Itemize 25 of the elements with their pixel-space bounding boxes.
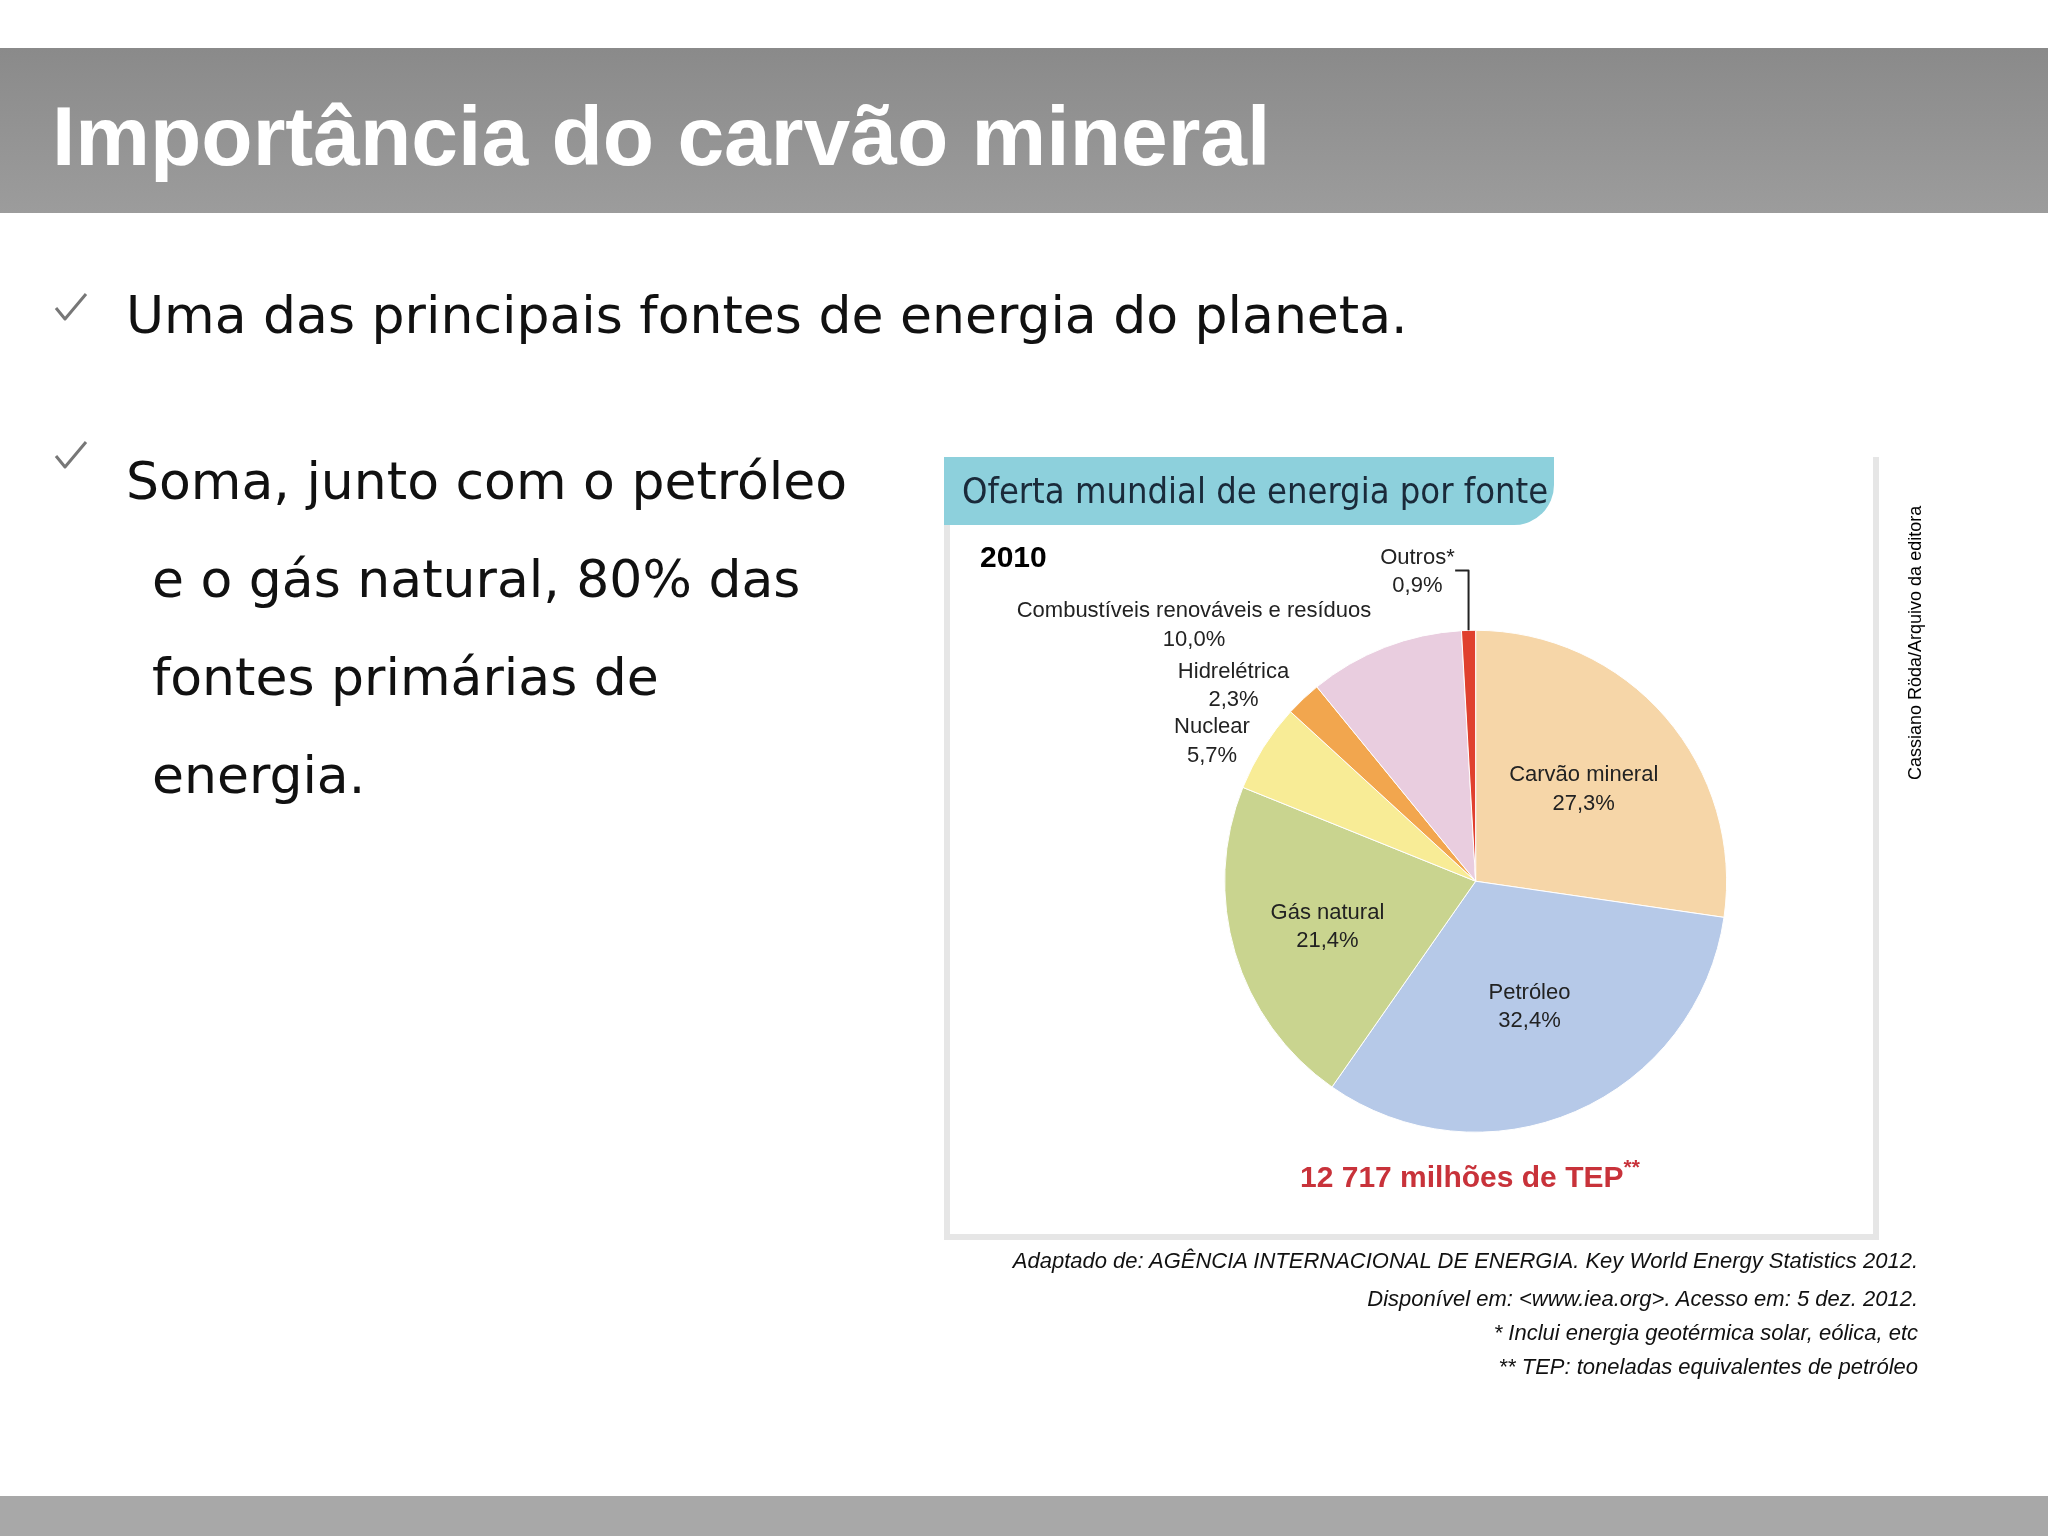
slice-label: Hidrelétrica <box>1177 657 1290 683</box>
slice-label: Combustíveis renováveis e resíduos <box>1016 597 1372 623</box>
data-label: 0,9% <box>1392 572 1443 598</box>
text: Cassiano Röda/Arquivo da editora <box>1905 505 1926 780</box>
text: Uma das principais fontes de energia do planeta. <box>126 285 1408 345</box>
text: ** TEP: toneladas equivalentes de petróleo <box>1498 1354 1918 1380</box>
data-label: 21,4% <box>1296 927 1359 953</box>
text: * Inclui energia geotérmica solar, eólica, etc <box>1493 1320 1918 1346</box>
slice-label: Nuclear <box>1174 713 1250 739</box>
data-label: 27,3% <box>1552 789 1615 815</box>
slice-label: Outros* <box>1380 543 1456 569</box>
slice-label: Carvão mineral <box>1509 760 1659 786</box>
slice-label: Gás natural <box>1270 898 1385 924</box>
data-label: 5,7% <box>1186 741 1238 767</box>
text: Importância do carvão mineral <box>52 88 1271 185</box>
text: 12 717 milhões de TEP$^{**}$ <box>1300 1155 1641 1193</box>
slice-label: Petróleo <box>1488 978 1571 1004</box>
text: Adaptado de: AGÊNCIA INTERNACIONAL DE ENERGIA. Key World Energy Statistics 2012. <box>1012 1248 1918 1274</box>
data-label: 2,3% <box>1208 686 1259 712</box>
chart-title: Oferta mundial de energia por fonte <box>944 457 1554 525</box>
data-label: 10,0% <box>1162 625 1226 651</box>
chart-subtitle: 2010 <box>980 540 1047 574</box>
text: Disponível em: <www.iea.org>. Acesso em: 5 dez. 2012. <box>1367 1286 1918 1312</box>
text: Soma, junto com o petróleo e o gás natural, 80% das fontes primárias de energia. <box>126 450 849 807</box>
data-label: 32,4% <box>1498 1007 1561 1033</box>
